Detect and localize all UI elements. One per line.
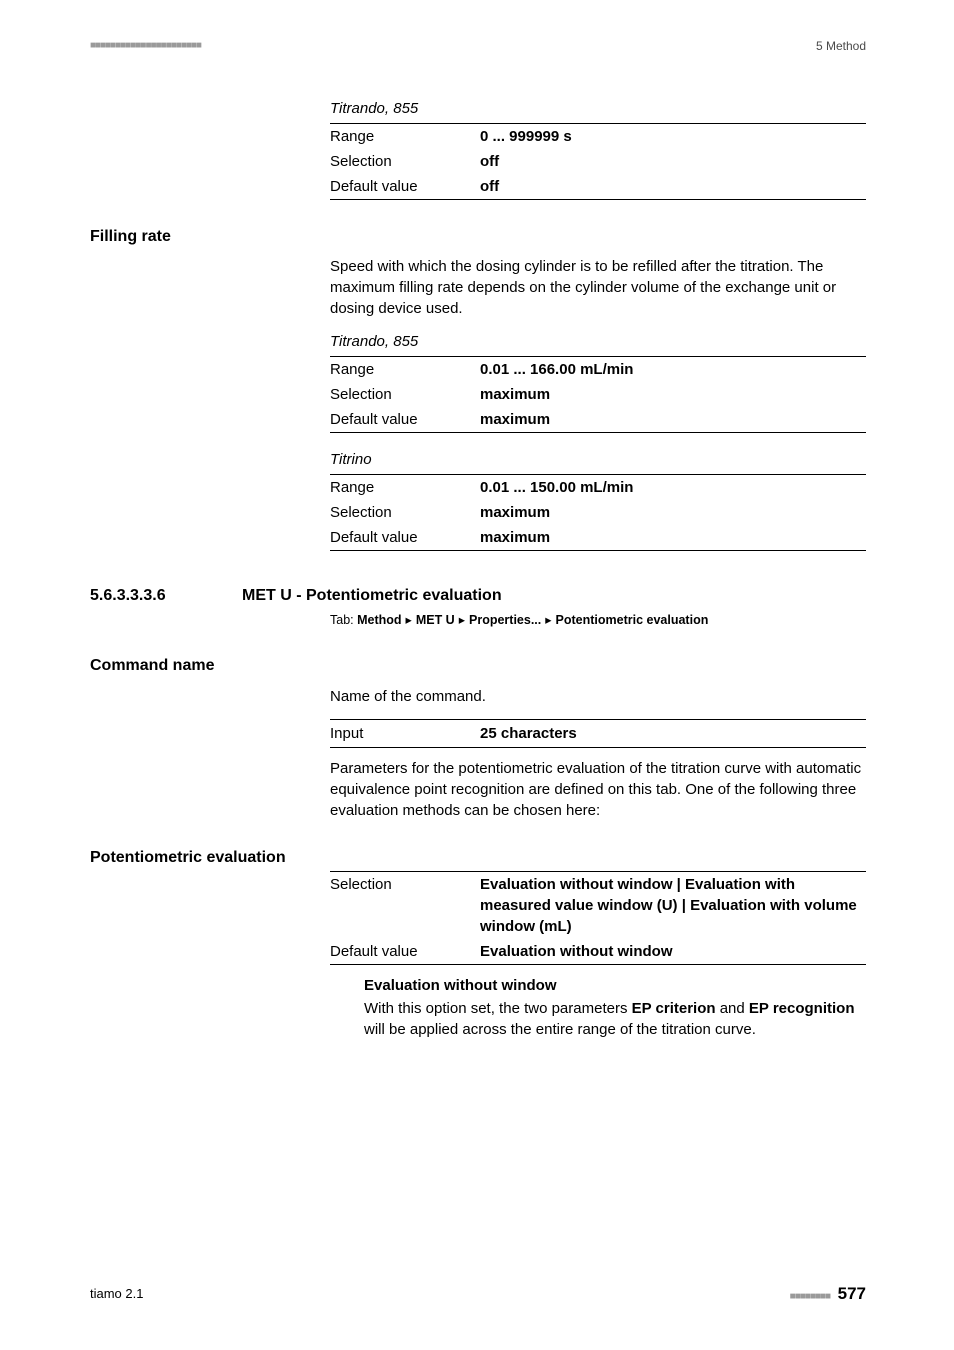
param-key: Input — [330, 719, 480, 747]
table-row: Selection maximum — [330, 500, 866, 525]
tab-path: Tab: Method ▸ MET U ▸ Properties... ▸ Potentio… — [330, 612, 866, 630]
command-name-body: Name of the command. Input 25 characters… — [330, 686, 866, 821]
param-table: Range 0 ... 999999 s Selection off Defau… — [330, 123, 866, 200]
param-key: Selection — [330, 382, 480, 407]
tab-part: Properties... — [469, 613, 541, 627]
page-footer: tiamo 2.1 ■■■■■■■■ 577 — [90, 1282, 866, 1306]
table-row: Default value maximum — [330, 407, 866, 433]
param-val: off — [480, 149, 866, 174]
tab-sep: ▸ — [459, 613, 465, 627]
subsection-heading: 5.6.3.3.3.6 MET U - Potentiometric evalu… — [90, 585, 866, 607]
param-val: Evaluation without window — [480, 939, 866, 965]
param-key: Range — [330, 475, 480, 501]
param-key: Default value — [330, 939, 480, 965]
param-val: 0.01 ... 150.00 mL/min — [480, 475, 866, 501]
param-device-label: Titrando, 855 — [330, 331, 866, 352]
param-val: Evaluation without window | Evaluation w… — [480, 872, 866, 940]
table-row: Range 0.01 ... 150.00 mL/min — [330, 475, 866, 501]
page-header: ■■■■■■■■■■■■■■■■■■■■■■ 5 Method — [90, 38, 866, 55]
eval-no-window-heading: Evaluation without window — [364, 975, 866, 996]
pot-eval-body: Selection Evaluation without window | Ev… — [330, 871, 866, 1040]
table-row: Selection off — [330, 149, 866, 174]
tab-part: MET U — [416, 613, 455, 627]
tab-part: Potentiometric evaluation — [556, 613, 709, 627]
param-device-label: Titrino — [330, 449, 866, 470]
page-content: Titrando, 855 Range 0 ... 999999 s Selec… — [90, 96, 866, 1040]
param-val: maximum — [480, 525, 866, 551]
text-span: and — [716, 1000, 749, 1017]
heading-filling-rate: Filling rate — [90, 226, 866, 248]
footer-squares: ■■■■■■■■ — [790, 1291, 830, 1302]
param-key: Default value — [330, 525, 480, 551]
param-key: Selection — [330, 500, 480, 525]
text-bold: EP criterion — [632, 1000, 716, 1017]
tab-part: Method — [357, 613, 401, 627]
filling-rate-text: Speed with which the dosing cylinder is … — [330, 256, 866, 319]
tab-prefix: Tab: — [330, 613, 357, 627]
param-key: Selection — [330, 872, 480, 940]
tab-sep: ▸ — [406, 613, 412, 627]
text-span: With this option set, the two parameters — [364, 1000, 632, 1017]
param-block-titrando-a: Titrando, 855 Range 0 ... 999999 s Selec… — [330, 98, 866, 200]
param-val: maximum — [480, 382, 866, 407]
table-row: Range 0.01 ... 166.00 mL/min — [330, 357, 866, 383]
command-name-desc: Parameters for the potentiometric evalua… — [330, 758, 866, 821]
text-span: will be applied across the entire range … — [364, 1021, 756, 1038]
param-val: maximum — [480, 500, 866, 525]
param-val: off — [480, 174, 866, 200]
table-row: Input 25 characters — [330, 719, 866, 747]
tab-sep: ▸ — [545, 613, 551, 627]
footer-page-number: 577 — [838, 1284, 866, 1303]
command-name-text: Name of the command. — [330, 686, 866, 707]
header-squares: ■■■■■■■■■■■■■■■■■■■■■■ — [90, 39, 201, 53]
param-val: 0 ... 999999 s — [480, 124, 866, 150]
heading-pot-eval: Potentiometric evaluation — [90, 847, 866, 869]
table-row: Selection maximum — [330, 382, 866, 407]
text-bold: EP recognition — [749, 1000, 855, 1017]
filling-rate-body: Speed with which the dosing cylinder is … — [330, 256, 866, 551]
footer-product: tiamo 2.1 — [90, 1285, 143, 1303]
header-section: 5 Method — [816, 38, 866, 55]
param-key: Range — [330, 124, 480, 150]
param-key: Range — [330, 357, 480, 383]
input-table: Input 25 characters — [330, 719, 866, 748]
param-table: Range 0.01 ... 166.00 mL/min Selection m… — [330, 356, 866, 433]
subsection-title: MET U - Potentiometric evaluation — [242, 585, 502, 607]
eval-no-window-block: Evaluation without window With this opti… — [364, 975, 866, 1040]
subsection-number: 5.6.3.3.3.6 — [90, 585, 242, 607]
table-row: Default value Evaluation without window — [330, 939, 866, 965]
param-val: maximum — [480, 407, 866, 433]
eval-no-window-text: With this option set, the two parameters… — [364, 998, 866, 1040]
param-table: Selection Evaluation without window | Ev… — [330, 871, 866, 965]
param-device-label: Titrando, 855 — [330, 98, 866, 119]
heading-command-name: Command name — [90, 655, 866, 677]
param-val: 25 characters — [480, 719, 866, 747]
table-row: Default value maximum — [330, 525, 866, 551]
param-key: Default value — [330, 174, 480, 200]
param-val: 0.01 ... 166.00 mL/min — [480, 357, 866, 383]
table-row: Selection Evaluation without window | Ev… — [330, 872, 866, 940]
footer-right: ■■■■■■■■ 577 — [790, 1282, 866, 1306]
param-table: Range 0.01 ... 150.00 mL/min Selection m… — [330, 474, 866, 551]
table-row: Range 0 ... 999999 s — [330, 124, 866, 150]
param-key: Selection — [330, 149, 480, 174]
table-row: Default value off — [330, 174, 866, 200]
param-key: Default value — [330, 407, 480, 433]
